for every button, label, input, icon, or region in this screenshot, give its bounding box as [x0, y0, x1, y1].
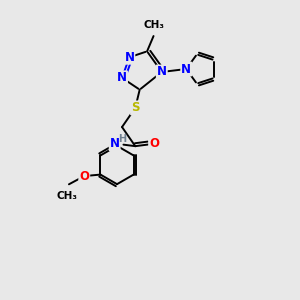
Text: S: S — [131, 101, 140, 114]
Text: N: N — [181, 62, 191, 76]
Text: CH₃: CH₃ — [144, 20, 165, 30]
Text: N: N — [124, 51, 134, 64]
Text: O: O — [79, 169, 89, 183]
Text: H: H — [118, 134, 126, 143]
Text: CH₃: CH₃ — [57, 191, 78, 201]
Text: N: N — [110, 137, 120, 150]
Text: N: N — [117, 71, 127, 84]
Text: N: N — [157, 65, 167, 79]
Text: O: O — [149, 137, 159, 150]
